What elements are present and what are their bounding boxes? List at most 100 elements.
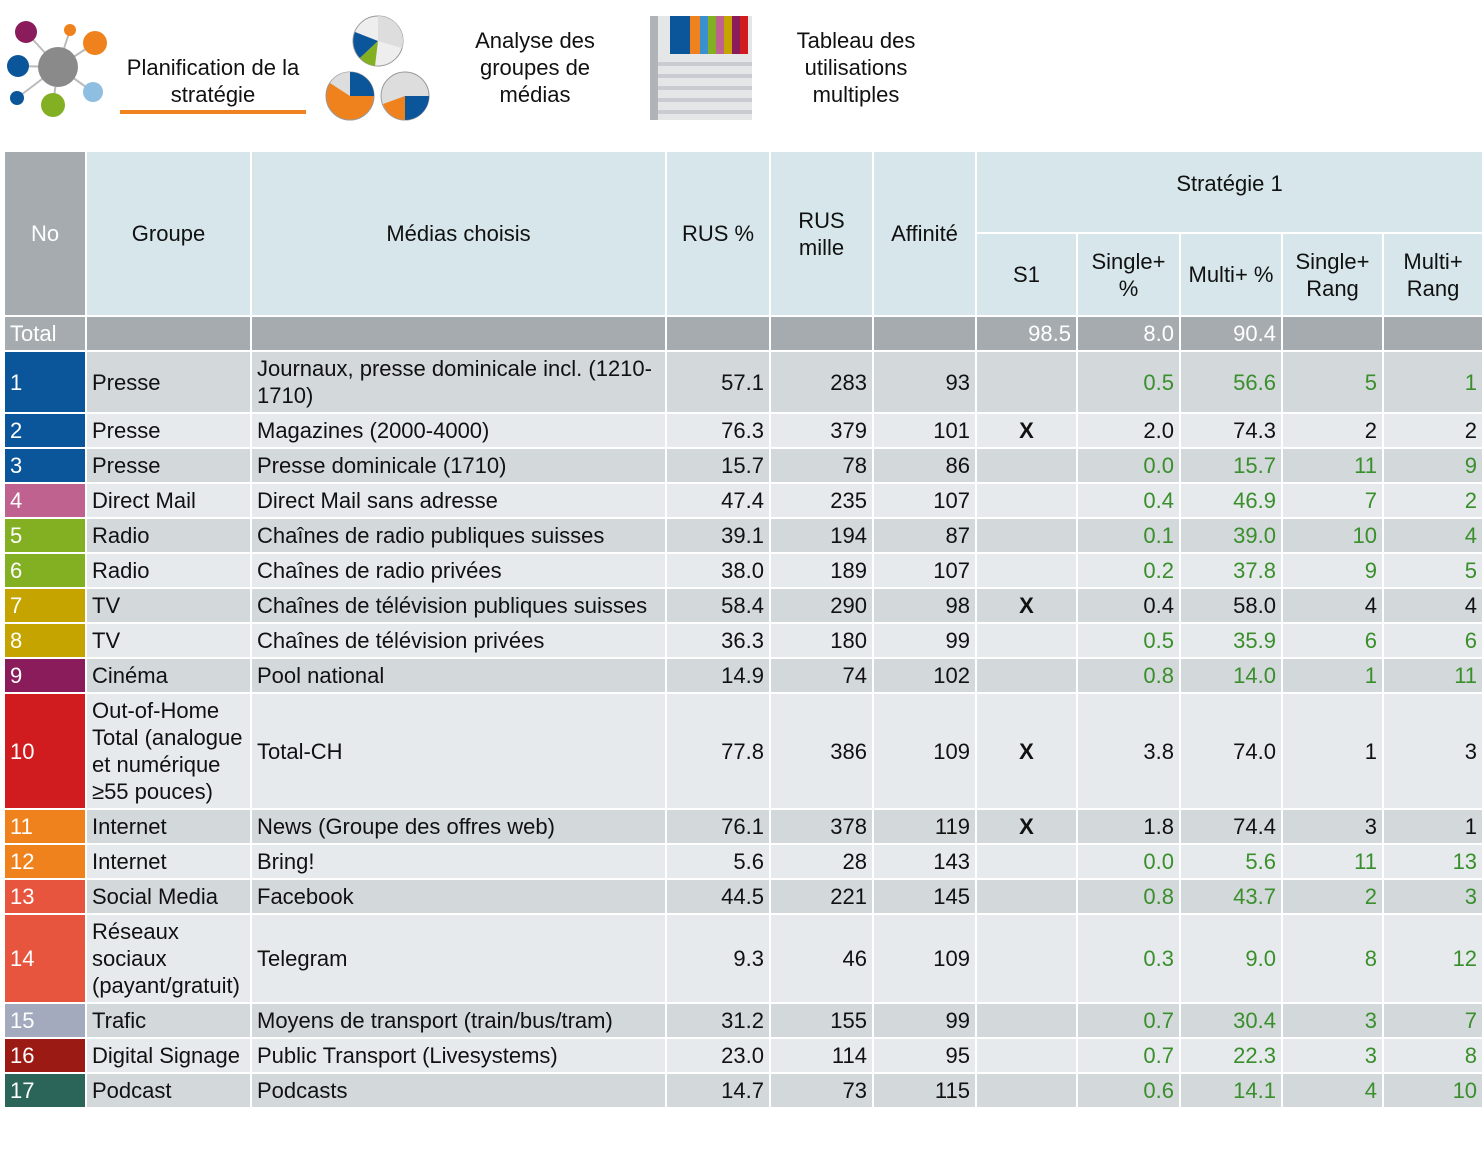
no-cell: 11 — [5, 810, 85, 843]
group-cell: Out-of-Home Total (analogue et numérique… — [87, 694, 250, 808]
s1-cell: X — [977, 589, 1076, 622]
s1-cell — [977, 1074, 1076, 1107]
table-row: 14 Réseaux sociaux (payant/gratuit) Telegr… — [5, 915, 1483, 1002]
header-cell: Single+ % — [1078, 234, 1179, 315]
table-row: 3 Presse Presse dominicale (1710) 15.7 78 86 0… — [5, 449, 1483, 482]
s1-cell: X — [977, 414, 1076, 447]
media-cell: Facebook — [252, 880, 665, 913]
media-cell: Direct Mail sans adresse — [252, 484, 665, 517]
affinity-cell: 93 — [874, 352, 975, 412]
group-cell: Presse — [87, 414, 250, 447]
single-pct-cell: 0.4 — [1078, 589, 1179, 622]
no-cell: 8 — [5, 624, 85, 657]
nav: Planification de la stratégie Analyse de… — [0, 0, 1484, 150]
rus-mille-cell: 180 — [771, 624, 872, 657]
media-cell: Journaux, presse dominicale incl. (1210-… — [252, 352, 665, 412]
rus-pct-cell: 76.3 — [667, 414, 769, 447]
group-cell: Digital Signage — [87, 1039, 250, 1072]
multi-pct-cell: 74.0 — [1181, 694, 1281, 808]
no-cell: 15 — [5, 1004, 85, 1037]
cell — [1283, 317, 1382, 350]
multi-rank-cell: 1 — [1384, 810, 1483, 843]
media-cell: Chaînes de télévision publiques suisses — [252, 589, 665, 622]
single-pct-cell: 0.5 — [1078, 624, 1179, 657]
s1-cell — [977, 915, 1076, 1002]
strategy-icon — [7, 21, 107, 117]
single-rank-cell: 4 — [1283, 589, 1382, 622]
multi-rank-cell: 7 — [1384, 1004, 1483, 1037]
tab[interactable]: Tableau des utilisations multiples — [796, 28, 916, 107]
multi-rank-cell: 11 — [1384, 659, 1483, 692]
header-cell: Groupe — [87, 152, 250, 315]
affinity-cell: 145 — [874, 880, 975, 913]
multi-rank-cell: 3 — [1384, 694, 1483, 808]
no-cell: 1 — [5, 352, 85, 412]
affinity-cell: 143 — [874, 845, 975, 878]
group-cell: Réseaux sociaux (payant/gratuit) — [87, 915, 250, 1002]
nav-icons — [7, 15, 752, 121]
tab[interactable]: Analyse des groupes de médias — [475, 28, 595, 107]
header-cell: Multi+ % — [1181, 234, 1281, 315]
group-cell: Social Media — [87, 880, 250, 913]
multi-pct-cell: 5.6 — [1181, 845, 1281, 878]
rus-pct-cell: 9.3 — [667, 915, 769, 1002]
rus-pct-cell: 76.1 — [667, 810, 769, 843]
s1-cell — [977, 1004, 1076, 1037]
rus-mille-cell: 28 — [771, 845, 872, 878]
multi-rank-cell: 2 — [1384, 484, 1483, 517]
multi-rank-cell: 4 — [1384, 589, 1483, 622]
affinity-cell: 99 — [874, 1004, 975, 1037]
single-rank-cell: 3 — [1283, 1004, 1382, 1037]
media-cell: Pool national — [252, 659, 665, 692]
total-label: Total — [5, 317, 85, 350]
affinity-cell: 86 — [874, 449, 975, 482]
table-row: 5 Radio Chaînes de radio publiques suisses… — [5, 519, 1483, 552]
total-value: 90.4 — [1181, 317, 1281, 350]
rus-mille-cell: 235 — [771, 484, 872, 517]
single-pct-cell: 0.3 — [1078, 915, 1179, 1002]
multi-pct-cell: 30.4 — [1181, 1004, 1281, 1037]
s1-cell — [977, 484, 1076, 517]
media-cell: Podcasts — [252, 1074, 665, 1107]
affinity-cell: 115 — [874, 1074, 975, 1107]
rus-mille-cell: 378 — [771, 810, 872, 843]
multi-pct-cell: 58.0 — [1181, 589, 1281, 622]
media-cell: Public Transport (Livesystems) — [252, 1039, 665, 1072]
affinity-cell: 95 — [874, 1039, 975, 1072]
s1-cell — [977, 845, 1076, 878]
no-cell: 13 — [5, 880, 85, 913]
table-row: 6 Radio Chaînes de radio privées 38.0 189 107… — [5, 554, 1483, 587]
rus-mille-cell: 155 — [771, 1004, 872, 1037]
rus-pct-cell: 38.0 — [667, 554, 769, 587]
rus-pct-cell: 58.4 — [667, 589, 769, 622]
pie-icons — [325, 15, 430, 121]
affinity-cell: 99 — [874, 624, 975, 657]
rus-pct-cell: 36.3 — [667, 624, 769, 657]
s1-cell — [977, 352, 1076, 412]
single-rank-cell: 3 — [1283, 810, 1382, 843]
affinity-cell: 119 — [874, 810, 975, 843]
media-cell: Moyens de transport (train/bus/tram) — [252, 1004, 665, 1037]
group-cell: Internet — [87, 845, 250, 878]
media-cell: News (Groupe des offres web) — [252, 810, 665, 843]
multi-pct-cell: 46.9 — [1181, 484, 1281, 517]
strategy-table: No Groupe Médias choisis RUS % RUS mille… — [3, 150, 1484, 1109]
table-row: 15 Trafic Moyens de transport (train/bus/t… — [5, 1004, 1483, 1037]
tab[interactable]: Planification de la stratégie — [120, 54, 306, 114]
single-rank-cell: 5 — [1283, 352, 1382, 412]
table-row: 10 Out-of-Home Total (analogue et numériq… — [5, 694, 1483, 808]
single-rank-cell: 9 — [1283, 554, 1382, 587]
rus-pct-cell: 31.2 — [667, 1004, 769, 1037]
multi-rank-cell: 6 — [1384, 624, 1483, 657]
rus-pct-cell: 47.4 — [667, 484, 769, 517]
media-cell: Chaînes de télévision privées — [252, 624, 665, 657]
single-pct-cell: 0.0 — [1078, 449, 1179, 482]
cell — [771, 317, 872, 350]
multi-rank-cell: 9 — [1384, 449, 1483, 482]
no-cell: 14 — [5, 915, 85, 1002]
multi-rank-cell: 5 — [1384, 554, 1483, 587]
no-cell: 9 — [5, 659, 85, 692]
no-cell: 7 — [5, 589, 85, 622]
multi-rank-cell: 8 — [1384, 1039, 1483, 1072]
